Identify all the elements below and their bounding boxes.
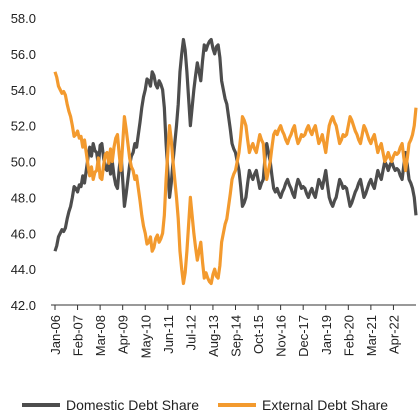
- x-tick-label: Jul-12: [183, 315, 198, 350]
- y-tick-label: 44.0: [11, 262, 36, 277]
- x-tick-label: Mar-21: [364, 315, 379, 356]
- x-tick-label: Jan-19: [319, 315, 334, 355]
- series-line: [53, 37, 418, 252]
- x-tick-label: Feb-07: [71, 315, 86, 356]
- y-tick-label: 52.0: [11, 119, 36, 134]
- x-tick-label: Dec-17: [296, 315, 311, 357]
- series-line: [53, 71, 418, 286]
- y-tick-label: 56.0: [11, 47, 36, 62]
- y-tick-label: 50.0: [11, 155, 36, 170]
- x-tick-label: May-10: [138, 315, 153, 358]
- x-tick-label: Mar-08: [93, 315, 108, 356]
- x-tick-label: Aug-13: [206, 315, 221, 357]
- y-tick-label: 54.0: [11, 83, 36, 98]
- y-tick-label: 48.0: [11, 190, 36, 205]
- x-tick-label: Apr-09: [116, 315, 131, 354]
- x-tick-label: Feb-20: [341, 315, 356, 356]
- x-tick-label: Jan-06: [48, 315, 63, 355]
- x-tick-label: Nov-16: [274, 315, 289, 357]
- y-tick-label: 42.0: [11, 298, 36, 313]
- y-tick-label: 58.0: [11, 11, 36, 26]
- x-tick-label: Oct-15: [251, 315, 266, 354]
- x-tick-label: Sep-14: [229, 315, 244, 357]
- x-tick-label: Jun-11: [161, 315, 176, 354]
- legend-label: External Debt Share: [262, 397, 388, 413]
- y-tick-label: 46.0: [11, 226, 36, 241]
- legend-label: Domestic Debt Share: [66, 397, 199, 413]
- x-tick-label: Apr-22: [386, 315, 401, 354]
